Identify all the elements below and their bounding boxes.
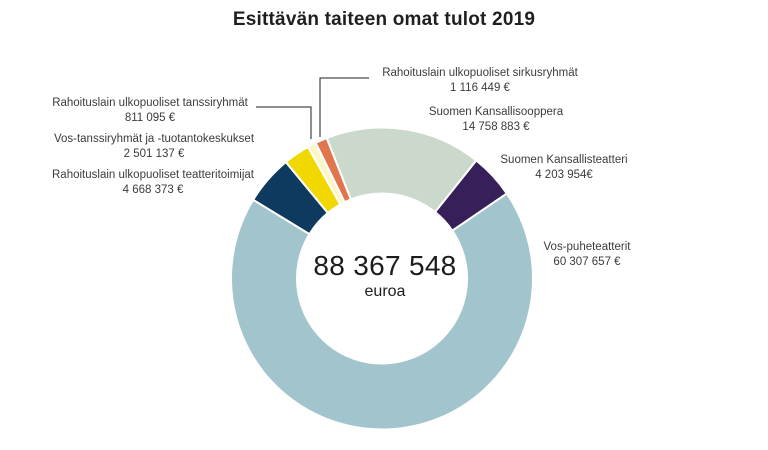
segment-name: Vos-tanssiryhmät ja -tuotantokeskukset — [53, 133, 255, 145]
segment-name: Vos-puheteatterit — [543, 241, 631, 253]
segment-label-sirkusryhmat: Rahoituslain ulkopuoliset sirkusryhmät 1… — [360, 66, 600, 96]
total-value: 88 367 548 — [313, 250, 457, 281]
segment-value: 60 307 657 € — [553, 256, 621, 268]
donut-segment-vos-puheteatterit — [230, 192, 535, 431]
segment-label-vos-puheteatterit: Vos-puheteatterit 60 307 657 € — [467, 240, 707, 270]
leader-line-sirkusryhmat — [319, 77, 369, 137]
segment-value: 4 668 373 € — [122, 184, 184, 196]
segment-value: 2 501 137 € — [123, 148, 185, 160]
segment-value: 14 758 883 € — [462, 121, 530, 133]
chart-title: Esittävän taiteen omat tulot 2019 — [232, 9, 536, 30]
segment-name: Suomen Kansallisooppera — [428, 106, 564, 118]
donut-center-label: 88 367 548 euroa — [235, 251, 535, 301]
donut-segment-sirkusryhmat — [314, 137, 352, 204]
segment-label-teatteritoimijat: Rahoituslain ulkopuoliset teatteritoimij… — [33, 168, 273, 198]
segment-name: Rahoituslain ulkopuoliset sirkusryhmät — [382, 67, 578, 79]
segment-value: 1 116 449 € — [450, 82, 510, 94]
segment-name: Rahoituslain ulkopuoliset teatteritoimij… — [52, 169, 254, 181]
segment-label-tanssiryhmat: Rahoituslain ulkopuoliset tanssiryhmät 8… — [30, 96, 270, 126]
segment-label-kansallisooppera: Suomen Kansallisooppera 14 758 883 € — [376, 105, 616, 135]
segment-name: Suomen Kansallisteatteri — [500, 154, 628, 166]
segment-label-kansallisteatteri: Suomen Kansallisteatteri 4 203 954€ — [444, 153, 684, 183]
segment-value: 4 203 954€ — [535, 169, 593, 181]
total-unit: euroa — [364, 283, 406, 300]
leader-line-tanssiryhmat — [256, 106, 312, 139]
donut-segments — [230, 126, 535, 431]
segment-label-vos-tanssiryhmat: Vos-tanssiryhmät ja -tuotantokeskukset 2… — [34, 132, 274, 162]
segment-name: Rahoituslain ulkopuoliset tanssiryhmät — [52, 97, 248, 109]
segment-value: 811 095 € — [124, 112, 176, 124]
